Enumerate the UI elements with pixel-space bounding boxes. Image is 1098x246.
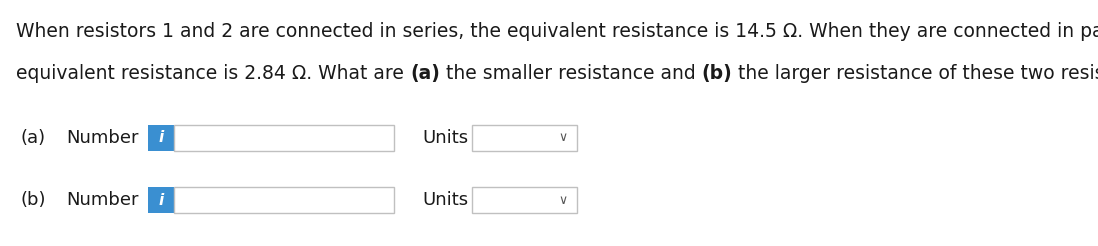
Text: (a): (a) xyxy=(20,129,45,147)
Text: ∨: ∨ xyxy=(559,131,568,144)
Text: When resistors 1 and 2 are connected in series, the equivalent resistance is 14.: When resistors 1 and 2 are connected in … xyxy=(16,22,1098,41)
Text: Number: Number xyxy=(66,191,138,210)
Text: i: i xyxy=(158,130,164,145)
FancyBboxPatch shape xyxy=(472,125,578,151)
Text: i: i xyxy=(158,193,164,208)
FancyBboxPatch shape xyxy=(173,187,394,214)
Text: the larger resistance of these two resistors?: the larger resistance of these two resis… xyxy=(732,64,1098,83)
Text: (b): (b) xyxy=(20,191,45,210)
Text: Number: Number xyxy=(66,129,138,147)
FancyBboxPatch shape xyxy=(148,125,173,151)
Text: the smaller resistance and: the smaller resistance and xyxy=(440,64,702,83)
Text: equivalent resistance is 2.84 Ω. What are: equivalent resistance is 2.84 Ω. What ar… xyxy=(16,64,410,83)
Text: Units: Units xyxy=(422,129,468,147)
Text: ∨: ∨ xyxy=(559,194,568,207)
FancyBboxPatch shape xyxy=(148,187,173,214)
Text: (b): (b) xyxy=(702,64,732,83)
FancyBboxPatch shape xyxy=(173,125,394,151)
Text: Units: Units xyxy=(422,191,468,210)
Text: (a): (a) xyxy=(410,64,440,83)
FancyBboxPatch shape xyxy=(472,187,578,214)
